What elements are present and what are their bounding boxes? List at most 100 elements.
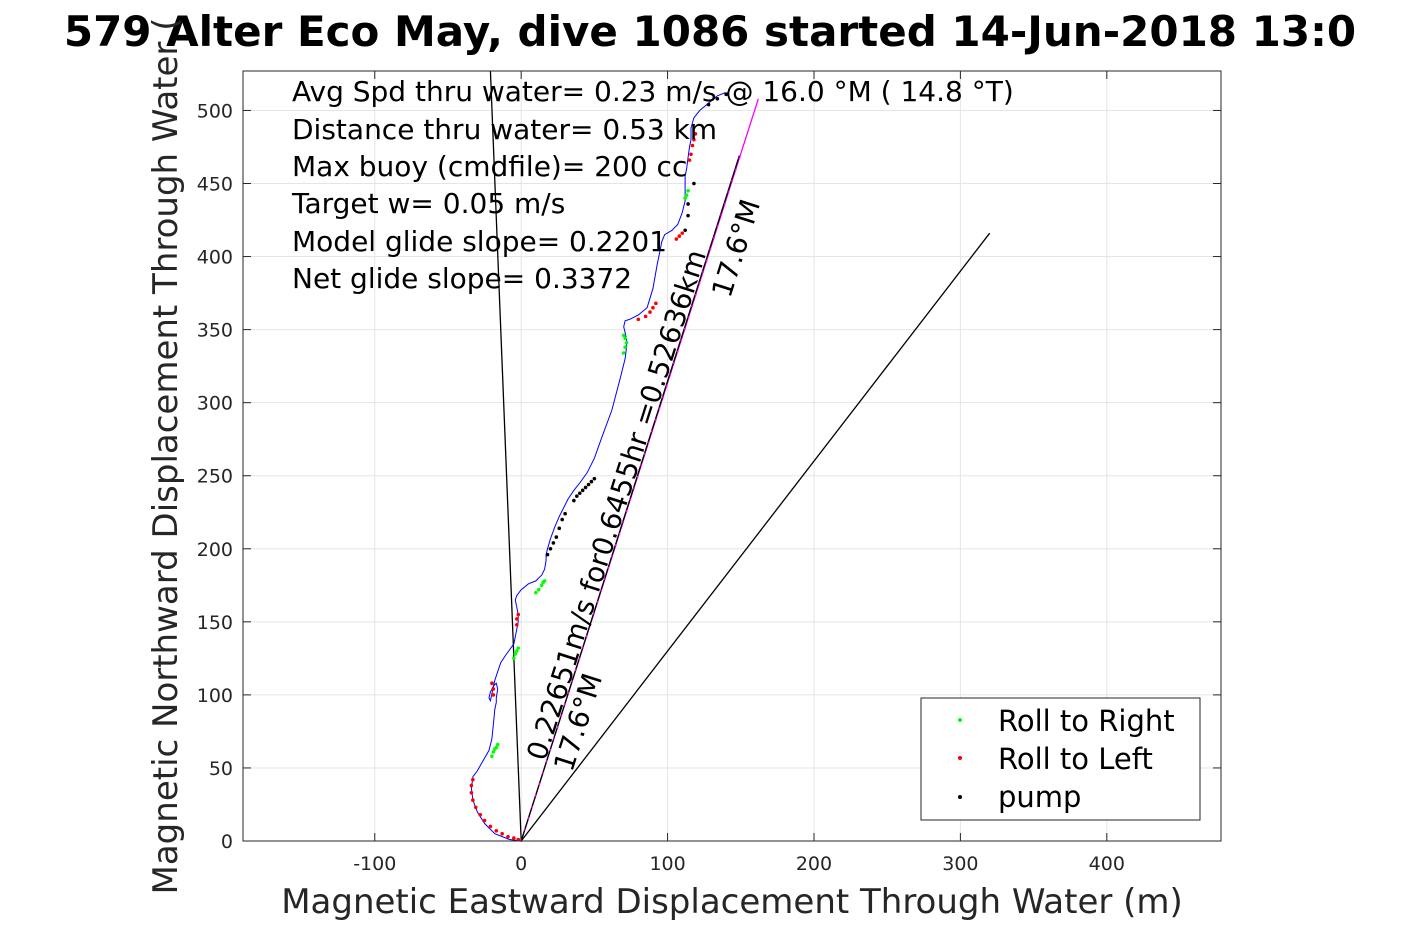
marker-roll-to-left (643, 314, 648, 319)
heading-line-point (647, 441, 650, 444)
heading-line-point (687, 316, 690, 319)
heading-line-point (629, 498, 632, 501)
annotation-distance: Distance thru water= 0.53 km (292, 113, 717, 146)
y-tick-label: 250 (197, 466, 233, 488)
annotation-net-glide: Net glide slope= 0.3372 (292, 262, 632, 295)
marker-pump (683, 228, 687, 233)
marker-pump (715, 96, 720, 101)
axes-box (242, 70, 1222, 842)
marker-pump (583, 485, 588, 490)
heading-line-point (709, 248, 712, 251)
marker-roll-to-right (534, 590, 538, 595)
marker-pump (589, 479, 594, 484)
heading-line-point (676, 350, 679, 353)
legend-box (920, 697, 1201, 821)
heading-line-point (592, 612, 595, 615)
x-tick-label: 100 (649, 853, 685, 875)
heading-line-point (538, 783, 541, 786)
heading-line-point (716, 225, 719, 228)
marker-roll-to-right (491, 750, 496, 754)
marker-roll-to-left (469, 783, 474, 788)
heading-line-point (607, 566, 610, 569)
y-tick-label: 50 (209, 758, 233, 780)
marker-roll-to-left (494, 828, 499, 833)
heading-line-point (552, 737, 555, 740)
marker-pump (586, 482, 591, 487)
stats-annotations: Avg Spd thru water= 0.23 m/s @ 16.0 °M (… (291, 75, 1014, 295)
marker-roll-to-left (471, 777, 475, 782)
left-line (489, 70, 522, 842)
annotation-target-w: Target w= 0.05 m/s (291, 187, 565, 220)
y-tick-label: 200 (197, 539, 233, 561)
marker-roll-to-right (624, 340, 629, 345)
marker-roll-to-left (680, 231, 685, 235)
y-tick-label: 100 (197, 685, 233, 707)
marker-roll-to-left (488, 824, 493, 829)
marker-roll-to-left (651, 305, 655, 310)
heading-line-point (702, 270, 705, 273)
marker-roll-to-right (623, 336, 627, 341)
marker-pump (575, 494, 579, 498)
heading-line-point (578, 657, 581, 660)
marker-roll-to-right (490, 754, 494, 759)
marker-roll-to-right (621, 351, 626, 355)
heading-line-point (581, 646, 584, 649)
marker-roll-to-right (514, 649, 519, 653)
heading-line-point (567, 692, 570, 695)
marker-roll-to-left (689, 152, 693, 157)
legend-label-roll-left: Roll to Left (998, 742, 1153, 776)
heading-line-point (683, 327, 686, 330)
x-tick-label: 200 (796, 853, 832, 875)
marker-roll-to-left (514, 617, 519, 621)
heading-line-point (694, 293, 697, 296)
marker-roll-to-left (516, 612, 521, 617)
ticks: -100 0 100 200 300 400 0 50 100 150 200 250 300 350 40… (197, 71, 1221, 875)
marker-roll-to-left (482, 818, 487, 823)
marker-pump (551, 541, 556, 545)
y-tick-label: 0 (221, 831, 233, 853)
marker-roll-to-right (623, 345, 627, 349)
heading-line-point (527, 817, 530, 820)
heading-line-point (651, 430, 654, 433)
marker-pump (577, 491, 582, 496)
annotation-avg-speed: Avg Spd thru water= 0.23 m/s @ 16.0 °M (… (292, 75, 1014, 108)
marker-pump (724, 92, 728, 97)
legend: Roll to Right Roll to Left pump (920, 697, 1201, 821)
heading-line-point (658, 407, 661, 410)
heading-line-point (574, 669, 577, 672)
marker-roll-to-right (683, 196, 687, 200)
heading-line-point (705, 259, 708, 262)
heading-line-point (534, 794, 537, 797)
current-line (520, 232, 991, 842)
marker-pump (706, 102, 711, 107)
x-axis-label: Magnetic Eastward Displacement Through W… (281, 882, 1183, 922)
marker-roll-to-left (478, 812, 482, 817)
marker-roll-to-right (494, 745, 499, 750)
heading-line-point (731, 179, 734, 182)
heading-line-point (541, 771, 544, 774)
marker-roll-to-left (506, 834, 510, 839)
marker-roll-to-left (636, 317, 641, 322)
heading-line-point (622, 521, 625, 524)
heading-line-point (727, 191, 730, 194)
heading-line-point (523, 828, 526, 831)
marker-pump (557, 526, 562, 531)
marker-roll-to-right (686, 189, 690, 193)
heading-line-point (589, 623, 592, 626)
marker-pump (686, 213, 690, 218)
heading-line-point (531, 805, 534, 808)
x-tick-label: -100 (353, 853, 396, 875)
heading-line-point (654, 418, 657, 421)
marker-pump (545, 552, 550, 557)
marker-roll-to-left (514, 622, 519, 627)
marker-roll-to-left (690, 143, 695, 148)
heading-line-point (665, 384, 668, 387)
marker-roll-to-right (621, 333, 626, 338)
marker-roll-to-right (684, 193, 689, 197)
x-tick-label: 0 (515, 853, 527, 875)
legend-marker-roll-left (958, 756, 962, 760)
y-tick-label: 450 (197, 174, 233, 196)
y-tick-label: 300 (197, 393, 233, 415)
y-axis-label: Magnetic Northward Displacement Through … (146, 18, 186, 895)
